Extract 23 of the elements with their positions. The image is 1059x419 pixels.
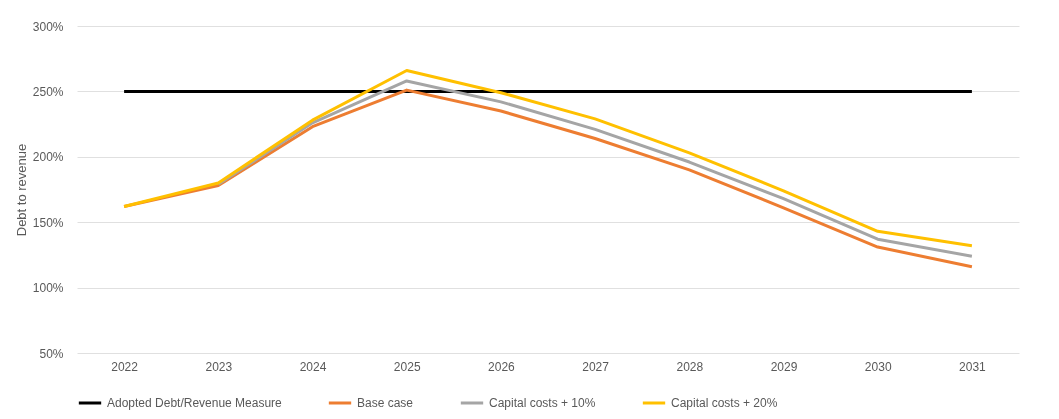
x-tick-label: 2023	[205, 359, 233, 374]
x-tick-label: 2026	[488, 359, 516, 374]
x-tick-label: 2030	[864, 359, 892, 374]
y-tick-label: 250%	[32, 84, 64, 99]
legend-label: Adopted Debt/Revenue Measure	[107, 396, 283, 410]
x-tick-label: 2025	[393, 359, 421, 374]
line-series	[216, 79, 974, 258]
x-tick-label: 2027	[582, 359, 610, 374]
y-tick-label: 50%	[39, 346, 64, 361]
legend-label: Base case	[357, 396, 414, 410]
x-tick-label: 2031	[959, 359, 987, 374]
x-tick-label: 2029	[770, 359, 798, 374]
legend-label: Capital costs + 10%	[489, 396, 596, 410]
y-tick-label: 300%	[32, 19, 64, 34]
x-tick-label: 2022	[111, 359, 139, 374]
line-series	[122, 68, 974, 248]
x-tick-label: 2028	[676, 359, 704, 374]
y-tick-label: 200%	[32, 150, 64, 165]
legend-label: Capital costs + 20%	[671, 396, 778, 410]
y-tick-label: 150%	[32, 215, 64, 230]
y-tick-label: 100%	[32, 281, 64, 296]
x-tick-label: 2024	[299, 359, 327, 374]
y-axis-title: Debt to revenue	[13, 143, 29, 237]
